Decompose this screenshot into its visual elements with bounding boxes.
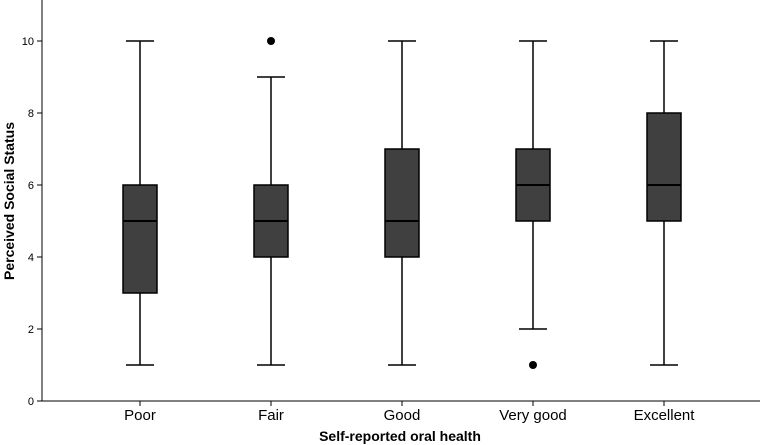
- boxes: [122, 37, 682, 369]
- box-very-good: [515, 40, 551, 369]
- x-tick-label: Very good: [499, 407, 567, 424]
- y-axis-title: Perceived Social Status: [1, 122, 17, 280]
- box-fair: [253, 37, 289, 366]
- x-axis-title: Self-reported oral health: [319, 428, 481, 444]
- y-tick-label: 10: [22, 36, 34, 48]
- y-tick-label: 4: [28, 252, 34, 264]
- axes: [41, 0, 760, 402]
- x-tick-label: Poor: [124, 407, 156, 424]
- x-tick-label: Fair: [258, 407, 284, 424]
- iqr-box: [646, 112, 682, 222]
- x-tick-label: Good: [384, 407, 421, 424]
- y-tick-label: 0: [28, 396, 34, 408]
- iqr-box: [384, 148, 420, 258]
- box-excellent: [646, 40, 682, 366]
- outlier-point: [267, 37, 275, 45]
- y-tick-label: 2: [28, 324, 34, 336]
- iqr-box: [122, 184, 158, 294]
- box-good: [384, 40, 420, 366]
- x-tick-label: Excellent: [634, 407, 696, 424]
- y-ticks: 0 2 4 6 8 10: [22, 36, 42, 408]
- y-tick-label: 8: [28, 108, 34, 120]
- box-poor: [122, 40, 158, 366]
- outlier-point: [529, 361, 537, 369]
- y-tick-label: 6: [28, 180, 34, 192]
- x-ticks: Poor Fair Good Very good Excellent: [124, 401, 695, 424]
